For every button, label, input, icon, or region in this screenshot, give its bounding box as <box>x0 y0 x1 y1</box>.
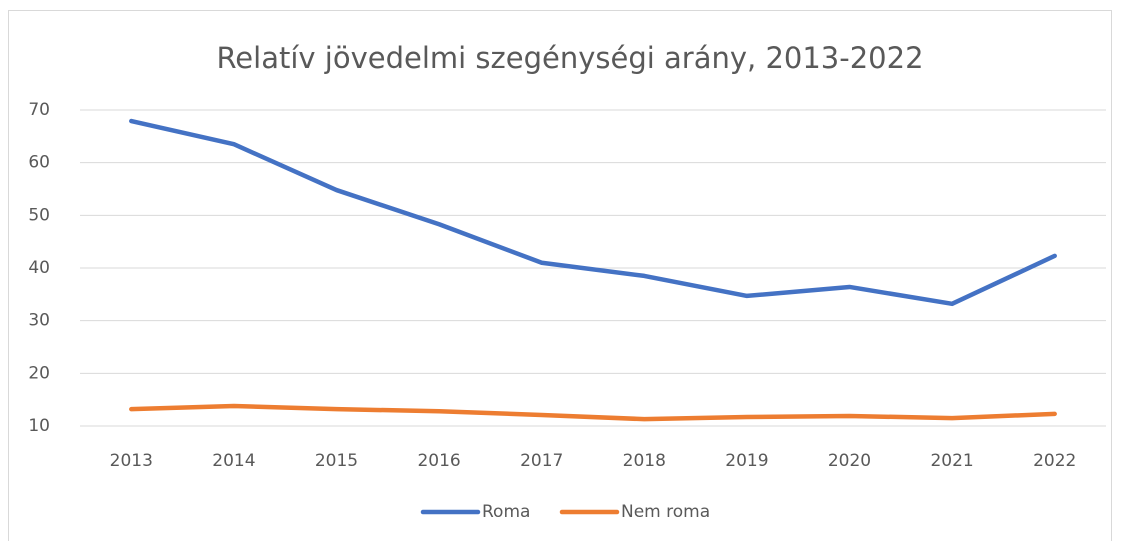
x-tick-label: 2016 <box>417 451 460 471</box>
y-tick-label: 10 <box>28 416 50 436</box>
y-tick-label: 40 <box>28 258 50 278</box>
line-series <box>129 403 1057 422</box>
y-tick-label: 50 <box>28 205 50 225</box>
legend-label: Roma <box>482 502 530 522</box>
x-tick-label: 2015 <box>315 451 358 471</box>
y-tick-label: 20 <box>28 363 50 383</box>
x-tick-label: 2019 <box>725 451 768 471</box>
chart-border <box>8 10 1112 541</box>
x-tick-label: 2021 <box>930 451 973 471</box>
x-tick-label: 2022 <box>1033 451 1076 471</box>
x-tick-label: 2017 <box>520 451 563 471</box>
x-tick-label: 2013 <box>110 451 153 471</box>
x-tick-label: 2014 <box>212 451 255 471</box>
y-tick-label: 60 <box>28 153 50 173</box>
x-tick-label: 2020 <box>828 451 871 471</box>
y-tick-label: 70 <box>28 100 50 120</box>
x-tick-label: 2018 <box>623 451 666 471</box>
legend-label: Nem roma <box>621 502 710 522</box>
line-series <box>129 118 1057 307</box>
chart-title: Relatív jövedelmi szegénységi arány, 201… <box>216 41 923 75</box>
y-tick-label: 30 <box>28 311 50 331</box>
